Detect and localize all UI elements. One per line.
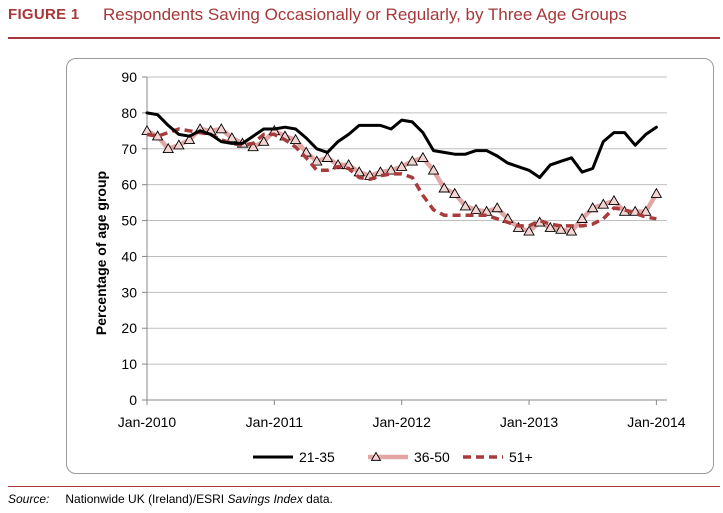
y-tick-label: 0 — [129, 392, 137, 408]
source-rule — [8, 486, 720, 487]
series-point-36-50 — [162, 142, 174, 153]
y-tick-label: 40 — [121, 248, 137, 264]
series-point-36-50 — [247, 141, 259, 152]
y-tick-label: 70 — [121, 141, 137, 157]
series-point-36-50 — [480, 205, 493, 216]
figure-title: Respondents Saving Occasionally or Regul… — [103, 5, 627, 24]
series-point-36-50 — [576, 212, 588, 223]
legend-marker-36-50 — [370, 451, 382, 461]
source-text-after: data. — [302, 492, 333, 506]
x-tick-label: Jan-2012 — [372, 414, 431, 430]
series-point-36-50 — [597, 198, 610, 209]
source-text-before: Nationwide UK (Ireland)/ESRI — [65, 492, 228, 506]
series-point-36-50 — [555, 223, 567, 234]
header-rule — [8, 37, 720, 39]
figure-label: FIGURE 1 — [8, 6, 80, 23]
y-tick-label: 10 — [121, 356, 137, 372]
series-point-36-50 — [406, 155, 419, 166]
source-note: Source: Nationwide UK (Ireland)/ESRI Savi… — [8, 492, 333, 506]
series-point-36-50 — [650, 187, 663, 198]
series-point-36-50 — [215, 123, 228, 134]
series-lines — [141, 111, 663, 236]
x-tick-label: Jan-2014 — [627, 414, 686, 430]
legend: 21-35 36-50 51+ — [253, 449, 533, 465]
series-point-36-50 — [311, 155, 323, 166]
series-point-36-50 — [385, 164, 397, 175]
series-line-51+ — [146, 127, 657, 228]
y-axis-label: Percentage of age group — [93, 171, 109, 335]
series-point-36-50 — [459, 200, 472, 211]
series-point-36-50 — [183, 133, 196, 145]
series-point-36-50 — [321, 151, 334, 162]
series-point-36-50 — [491, 202, 503, 213]
y-tick-label: 80 — [121, 105, 137, 121]
series-point-36-50 — [544, 221, 557, 232]
series-point-36-50 — [395, 160, 408, 171]
series-line-36-50 — [144, 126, 659, 234]
y-tick-label: 60 — [121, 177, 137, 193]
series-point-36-50 — [226, 132, 238, 143]
series-point-36-50 — [173, 139, 185, 150]
series-point-36-50 — [523, 225, 535, 236]
x-tick-label: Jan-2013 — [500, 414, 559, 430]
series-point-36-50 — [417, 151, 429, 162]
series-point-36-50 — [438, 182, 450, 193]
x-tick-labels: Jan-2010 Jan-2011 Jan-2012 Jan-2013 Jan-2014 — [118, 414, 686, 430]
x-tick-label: Jan-2011 — [246, 414, 304, 430]
series-point-36-50 — [565, 225, 578, 236]
series-point-36-50 — [257, 135, 270, 146]
series-point-36-50 — [586, 202, 599, 213]
x-tick-label: Jan-2010 — [118, 414, 177, 430]
source-label: Source: — [8, 492, 50, 506]
series-point-36-50 — [448, 187, 461, 198]
y-tick-labels: 0 10 20 30 40 50 60 70 80 90 — [121, 69, 137, 408]
series-point-36-50 — [427, 164, 440, 175]
y-tick-label: 50 — [121, 213, 137, 229]
series-point-36-50 — [640, 205, 652, 216]
series-point-36-50 — [608, 194, 620, 206]
chart-frame — [66, 58, 714, 474]
y-tick-label: 90 — [121, 69, 137, 85]
legend-label-36-50: 36-50 — [414, 449, 450, 465]
legend-label-21-35: 21-35 — [299, 449, 335, 465]
series-point-36-50 — [470, 203, 482, 214]
legend-label-51+: 51+ — [509, 449, 533, 465]
y-tick-label: 20 — [121, 320, 137, 336]
source-text-italic: Savings Index — [227, 492, 303, 506]
series-line-21-35 — [145, 111, 658, 179]
figure-header: FIGURE 1 Respondents Saving Occasionally… — [0, 0, 723, 40]
series-point-36-50 — [289, 133, 302, 145]
y-tick-label: 30 — [121, 284, 137, 300]
